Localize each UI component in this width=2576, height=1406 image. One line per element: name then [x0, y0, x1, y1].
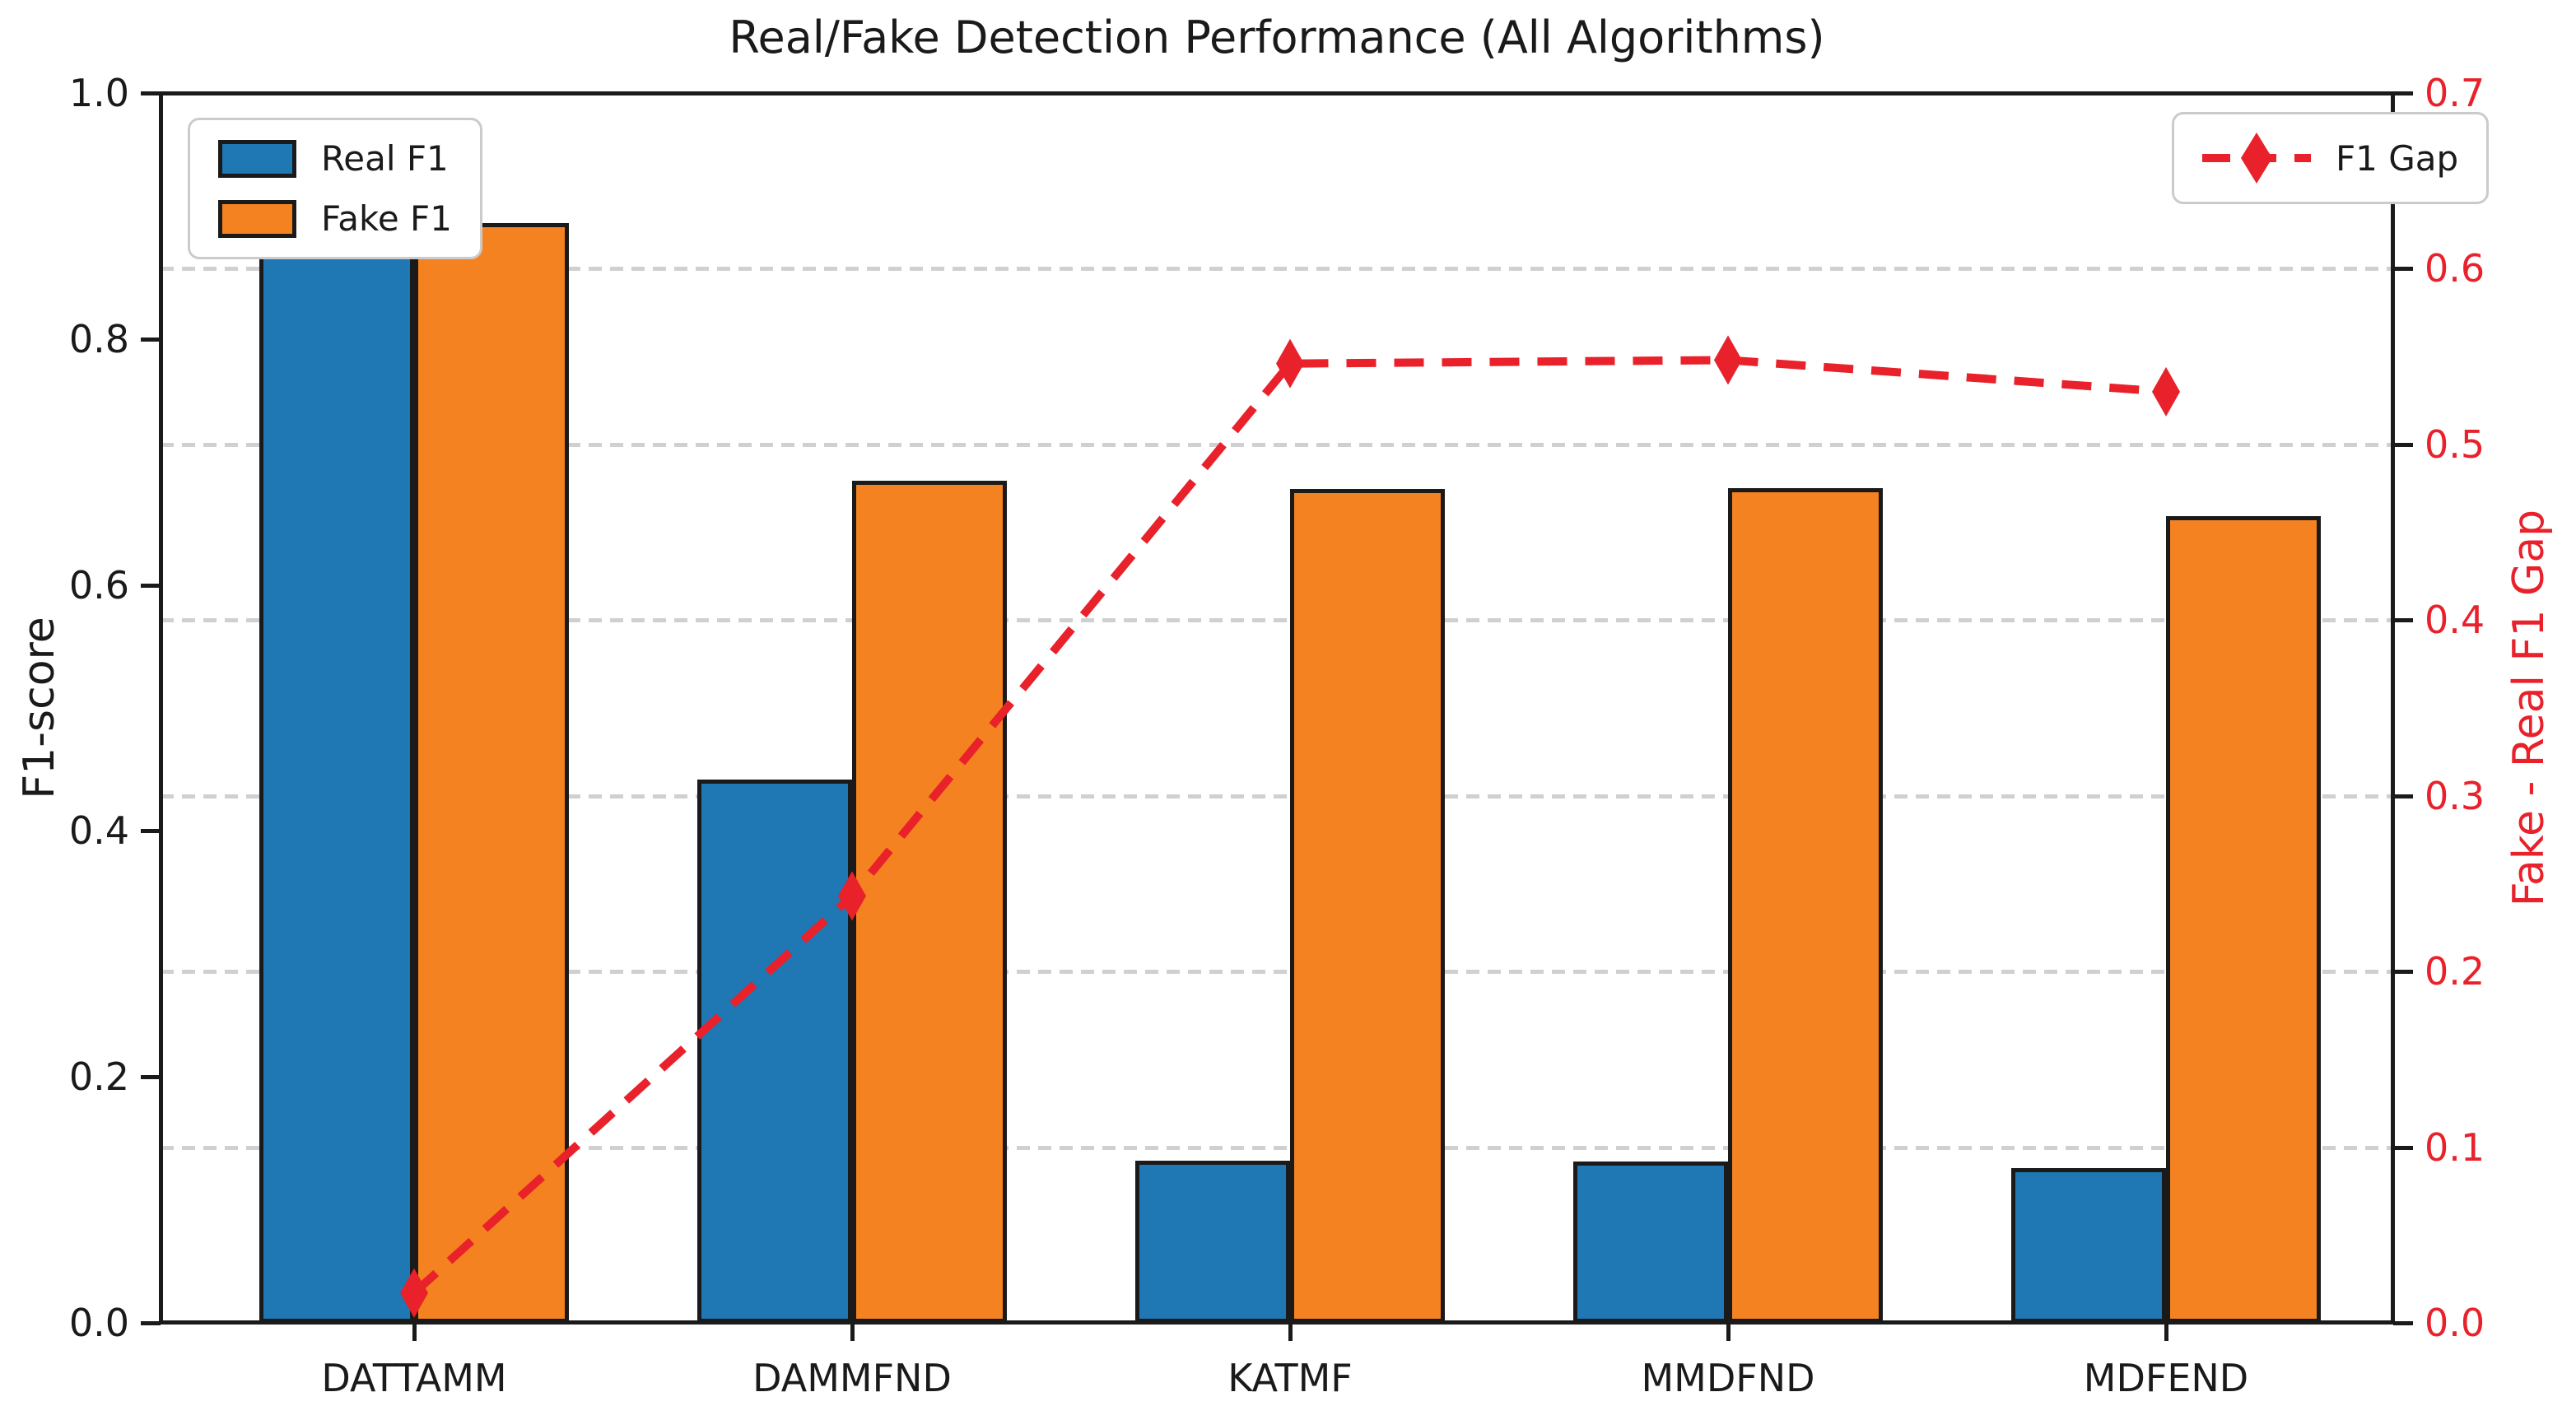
- left-axis-label: F1-score: [15, 617, 64, 799]
- right-tick-label-0.5: 0.5: [2425, 421, 2485, 467]
- x-tick-label-MMDFND: MMDFND: [1641, 1356, 1815, 1400]
- left-tick-0.8: [141, 337, 161, 342]
- fake-f1-legend-label: Fake F1: [321, 198, 452, 239]
- right-tick-0.4: [2393, 618, 2413, 623]
- f1-gap-marker-MDFEND: [2152, 366, 2180, 417]
- right-axis-label: Fake - Real F1 Gap: [2504, 509, 2554, 907]
- x-tick-DATTAMM: [412, 1323, 417, 1341]
- x-tick-DAMMFND: [850, 1323, 855, 1341]
- f1-gap-marker-MMDFND: [1714, 335, 1742, 385]
- bar-fake-DATTAMM: [414, 223, 569, 1323]
- right-tick-0.7: [2393, 91, 2413, 95]
- fake-f1-swatch: [218, 199, 296, 238]
- x-tick-KATMF: [1288, 1323, 1293, 1341]
- bar-real-MDFEND: [2011, 1167, 2166, 1323]
- left-tick-1.0: [141, 91, 161, 95]
- right-tick-label-0.7: 0.7: [2425, 71, 2485, 115]
- right-tick-0.2: [2393, 970, 2413, 975]
- gap-legend: F1 Gap: [2172, 112, 2490, 204]
- bar-fake-MMDFND: [1728, 487, 1883, 1323]
- left-tick-0.0: [141, 1321, 161, 1325]
- right-tick-label-0.1: 0.1: [2425, 1124, 2485, 1170]
- bottom-spine: [159, 1320, 2395, 1325]
- left-tick-label-0.8: 0.8: [68, 316, 129, 361]
- right-tick-0.1: [2393, 1145, 2413, 1150]
- right-tick-label-0.3: 0.3: [2425, 773, 2485, 818]
- x-tick-label-KATMF: KATMF: [1227, 1356, 1353, 1400]
- bar-fake-MDFEND: [2166, 515, 2321, 1323]
- left-tick-label-0.4: 0.4: [68, 808, 129, 854]
- bar-fake-DAMMFND: [852, 480, 1007, 1323]
- gridline-0.6: [161, 267, 2393, 272]
- bar-fake-KATMF: [1290, 489, 1445, 1323]
- left-tick-0.2: [141, 1075, 161, 1080]
- bar-real-DAMMFND: [697, 779, 852, 1323]
- right-spine: [2391, 91, 2395, 1325]
- x-tick-MDFEND: [2164, 1323, 2168, 1341]
- left-tick-label-1.0: 1.0: [68, 71, 129, 115]
- right-tick-label-0.2: 0.2: [2425, 949, 2485, 994]
- bar-real-DATTAMM: [259, 244, 414, 1323]
- right-tick-label-0.4: 0.4: [2425, 598, 2485, 643]
- right-tick-0.3: [2393, 794, 2413, 798]
- legend-row-fake-f1: Fake F1: [218, 198, 452, 239]
- left-tick-label-0.2: 0.2: [68, 1054, 129, 1100]
- f1-gap-marker-KATMF: [1276, 338, 1304, 389]
- x-tick-label-DATTAMM: DATTAMM: [321, 1356, 507, 1400]
- left-tick-0.4: [141, 829, 161, 834]
- left-tick-0.6: [141, 583, 161, 588]
- x-tick-label-DAMMFND: DAMMFND: [752, 1356, 952, 1400]
- legend-row-real-f1: Real F1: [218, 138, 452, 179]
- gap-diamond-icon: [2241, 133, 2272, 184]
- x-tick-MMDFND: [1726, 1323, 1731, 1341]
- bar-real-KATMF: [1135, 1160, 1290, 1323]
- left-tick-label-0.6: 0.6: [68, 562, 129, 608]
- gap-line-sample: [2202, 133, 2311, 184]
- bar-real-MMDFND: [1573, 1162, 1728, 1323]
- top-spine: [159, 91, 2395, 95]
- right-tick-label-0.0: 0.0: [2425, 1301, 2485, 1345]
- legend-row-f1-gap: F1 Gap: [2202, 133, 2458, 184]
- right-tick-0.5: [2393, 442, 2413, 447]
- x-tick-label-MDFEND: MDFEND: [2083, 1356, 2249, 1400]
- f1-gap-legend-label: F1 Gap: [2336, 137, 2459, 179]
- right-tick-label-0.6: 0.6: [2425, 246, 2485, 291]
- left-tick-label-0.0: 0.0: [68, 1301, 129, 1345]
- right-tick-0.6: [2393, 267, 2413, 272]
- chart-title: Real/Fake Detection Performance (All Alg…: [729, 12, 1825, 63]
- left-spine: [159, 91, 163, 1325]
- bar-legend: Real F1 Fake F1: [188, 118, 482, 259]
- right-tick-0.0: [2393, 1321, 2413, 1325]
- real-f1-legend-label: Real F1: [321, 138, 449, 179]
- real-f1-swatch: [218, 139, 296, 178]
